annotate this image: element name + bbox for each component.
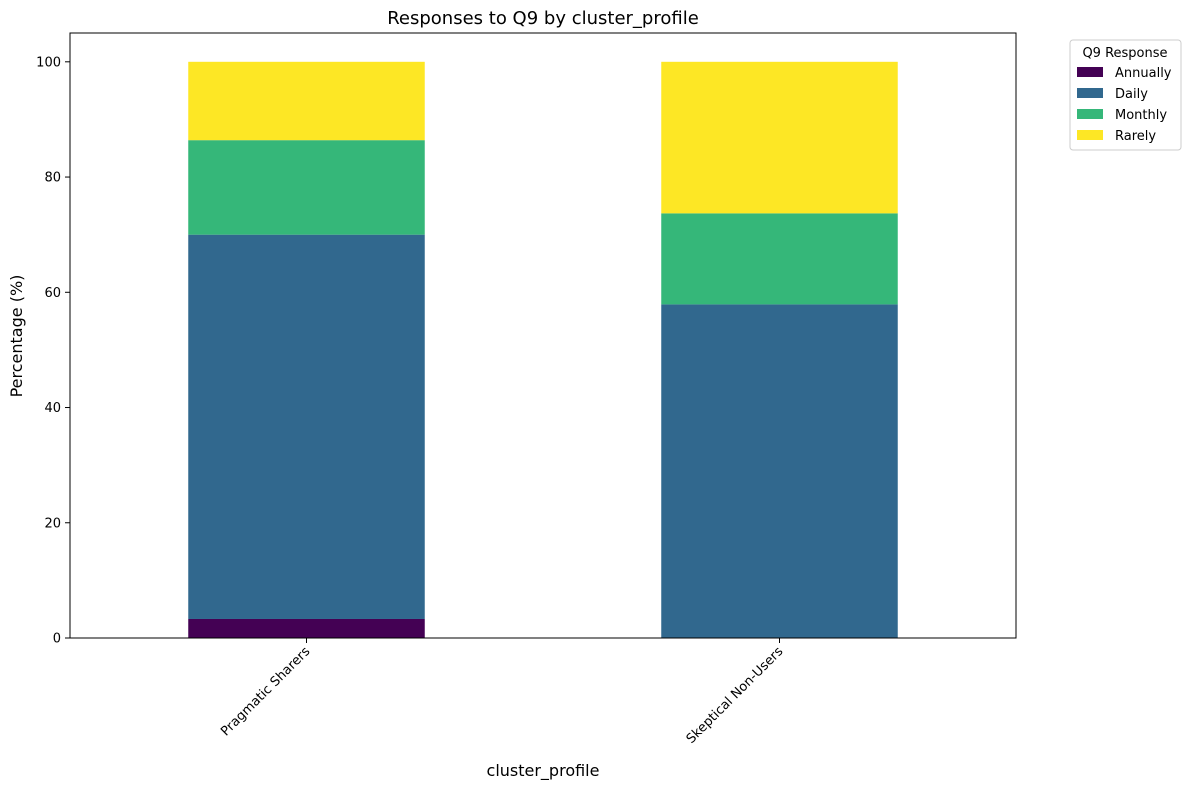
x-tick-label: Skeptical Non-Users [684,644,787,747]
legend-swatch-rarely [1077,130,1103,140]
legend-swatch-annually [1077,67,1103,77]
legend-label-daily: Daily [1115,87,1148,102]
y-tick-label: 100 [36,55,61,70]
plot-frame [69,32,1017,639]
bar-annually-pragmatic-sharers [188,618,425,638]
legend: Q9 Response Annually Daily Monthly Rarely [1069,39,1182,151]
y-tick-label: 80 [44,171,61,186]
bars-layer [188,61,898,638]
legend-label-monthly: Monthly [1115,108,1167,123]
legend-label-rarely: Rarely [1115,129,1156,144]
y-tick-label: 20 [44,516,61,531]
chart-title: Responses to Q9 by cluster_profile [387,8,699,29]
y-axis-title: Percentage (%) [7,275,26,398]
y-tick-label: 40 [44,401,61,416]
y-axis: 0 20 40 60 80 100 [36,55,70,647]
bar-monthly-skeptical-non-users [661,213,898,305]
x-axis: Pragmatic Sharers Skeptical Non-Users [218,638,786,747]
y-tick-label: 0 [53,632,61,647]
legend-swatch-monthly [1077,109,1103,119]
bar-monthly-pragmatic-sharers [188,140,425,235]
x-tick-label: Pragmatic Sharers [218,644,313,739]
bar-rarely-pragmatic-sharers [188,61,425,141]
y-tick-label: 60 [44,286,61,301]
bar-daily-skeptical-non-users [661,304,898,638]
x-axis-title: cluster_profile [487,761,600,781]
legend-title: Q9 Response [1082,46,1167,61]
legend-swatch-daily [1077,88,1103,98]
bar-daily-pragmatic-sharers [188,234,425,619]
bar-rarely-skeptical-non-users [661,61,898,214]
legend-label-annually: Annually [1115,66,1172,81]
